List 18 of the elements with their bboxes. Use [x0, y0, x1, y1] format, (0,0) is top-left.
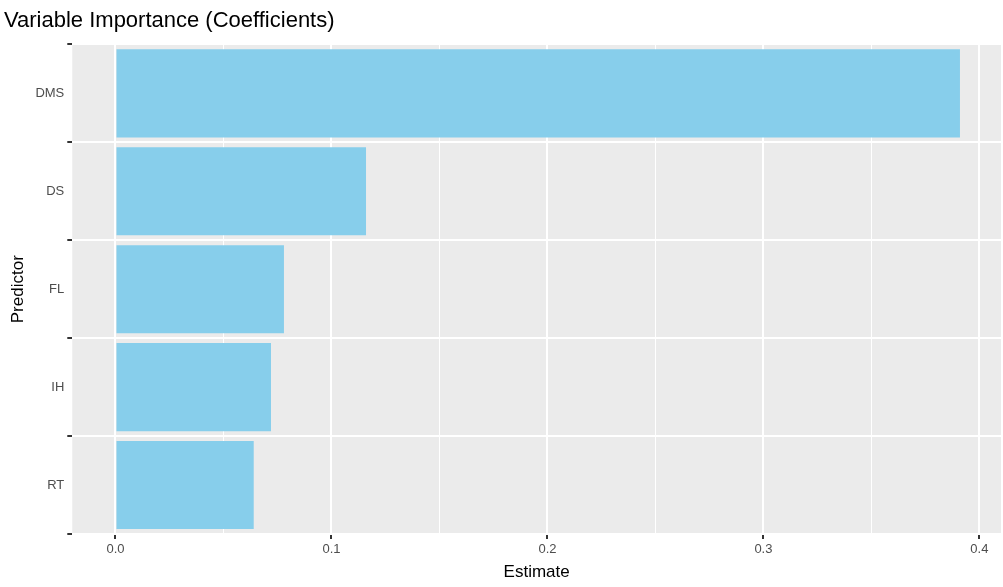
y-tick-label: IH — [51, 378, 65, 394]
x-axis-title: Estimate — [503, 562, 570, 582]
x-tick-label: 0.4 — [970, 541, 989, 557]
x-tick-label: 0.0 — [106, 541, 125, 557]
bar — [116, 147, 367, 236]
y-tick-label: DS — [46, 182, 65, 198]
chart-title: Variable Importance (Coefficients) — [4, 7, 335, 33]
bar — [116, 49, 960, 138]
bar — [116, 440, 254, 530]
x-tick-label: 0.2 — [538, 541, 557, 557]
y-tick-label: DMS — [35, 84, 65, 100]
x-tick-label: 0.1 — [322, 541, 341, 557]
y-tick-label: RT — [47, 476, 65, 492]
bar — [116, 343, 271, 432]
bar — [116, 245, 284, 334]
y-tick-label: FL — [49, 280, 65, 296]
y-axis-title: Predictor — [7, 254, 27, 324]
x-tick-label: 0.3 — [754, 541, 773, 557]
